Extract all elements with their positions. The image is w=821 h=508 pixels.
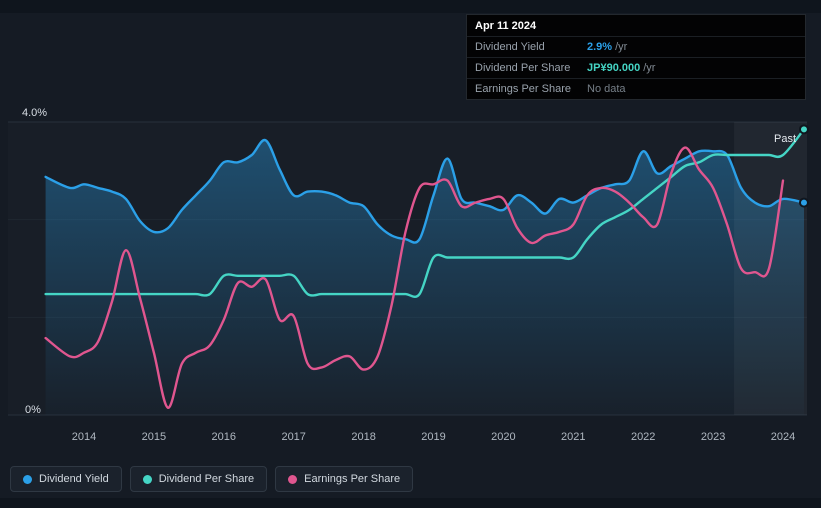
legend-item-earnings-per-share[interactable]: Earnings Per Share: [275, 466, 414, 492]
legend-item-dividend-per-share[interactable]: Dividend Per Share: [129, 466, 268, 492]
past-region-label: Past: [773, 133, 796, 145]
chart-canvas: [8, 121, 809, 416]
tooltip-label: Dividend Yield: [475, 41, 545, 53]
tooltip-value: 2.9%: [587, 41, 613, 53]
tooltip-label: Dividend Per Share: [475, 62, 571, 74]
x-tick: 2022: [630, 431, 656, 443]
tooltip-row-dividend-yield: Dividend Yield 2.9% /yr: [467, 36, 805, 57]
legend-label: Dividend Per Share: [158, 473, 255, 485]
tooltip: Apr 11 2024 Dividend Yield 2.9% /yr Divi…: [466, 14, 806, 100]
tooltip-date: Apr 11 2024: [475, 20, 537, 32]
dividend-yield-dot-icon: [23, 474, 32, 484]
legend-label: Earnings Per Share: [304, 473, 401, 485]
legend-label: Dividend Yield: [39, 473, 109, 485]
tooltip-row-earnings-per-share: Earnings Per Share No data: [467, 78, 805, 99]
x-tick: 2015: [141, 431, 167, 443]
earnings-per-share-line: [44, 146, 785, 409]
tooltip-row-dividend-per-share: Dividend Per Share JP¥90.000 /yr: [467, 57, 805, 78]
tooltip-label: Earnings Per Share: [475, 83, 571, 95]
bottom-strip: [0, 498, 821, 508]
tooltip-value: No data: [587, 83, 626, 95]
earnings-per-share-dot-icon: [288, 474, 298, 484]
dividend-per-share-dot-icon: [142, 474, 152, 484]
x-tick: 2017: [281, 431, 306, 443]
dividend-yield-line: [44, 138, 806, 244]
past-region-band: [734, 122, 807, 415]
tooltip-value-suffix: /yr: [643, 62, 656, 74]
x-tick: 2024: [770, 431, 796, 443]
y-axis-label-zero: 0%: [25, 404, 41, 416]
x-tick: 2018: [351, 431, 376, 443]
tooltip-value: JP¥90.000: [587, 62, 641, 74]
tooltip-value-suffix: /yr: [615, 41, 628, 53]
dividend-per-share-end-marker: [798, 124, 809, 135]
dividend-yield-end-marker: [798, 197, 809, 208]
x-tick: 2021: [561, 431, 586, 443]
top-strip: [0, 0, 821, 13]
legend-item-dividend-yield[interactable]: Dividend Yield: [10, 466, 122, 492]
legend: Dividend Yield Dividend Per Share Earnin…: [10, 466, 414, 492]
x-tick: 2016: [211, 431, 237, 443]
y-axis-label-top: 4.0%: [22, 107, 48, 119]
x-tick: 2023: [700, 431, 726, 443]
x-tick: 2020: [491, 431, 516, 443]
dividend-per-share-line: [44, 128, 806, 298]
x-tick: 2014: [71, 431, 97, 443]
x-tick: 2019: [421, 431, 446, 443]
